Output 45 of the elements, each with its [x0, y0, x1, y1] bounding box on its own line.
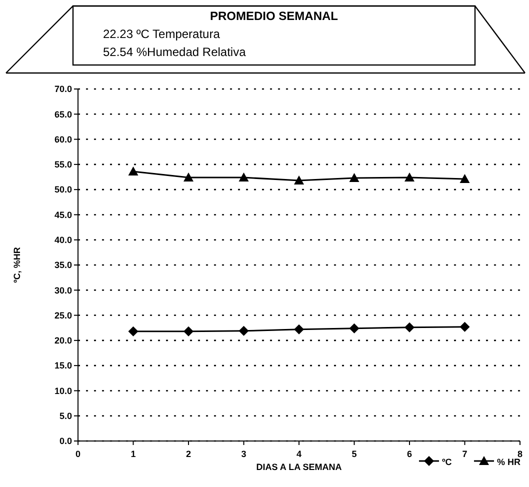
y-tick-label: 5.0: [59, 411, 72, 422]
point: [294, 176, 304, 185]
point: [294, 324, 304, 334]
y-tick-label: 60.0: [54, 134, 72, 144]
point: [128, 166, 138, 176]
y-tick-label: 55.0: [54, 160, 72, 170]
text: 22.23 ºC Temperatura: [103, 27, 220, 41]
x-tick-label: 8: [517, 449, 523, 459]
x-tick-label: 5: [352, 449, 357, 459]
y-tick-label: 0.0: [59, 436, 72, 446]
chart-title: PROMEDIO SEMANAL: [210, 9, 338, 23]
point: [460, 174, 470, 184]
y-tick-label: 20.0: [54, 336, 72, 346]
point: [128, 326, 138, 336]
y-tick-label: 50.0: [54, 184, 72, 195]
point: [349, 173, 360, 182]
y-tick-label: 35.0: [54, 260, 72, 270]
x-tick-label: 2: [186, 449, 192, 459]
point: [238, 326, 249, 336]
y-tick-label: 25.0: [54, 310, 72, 320]
y-tick-label: 70.0: [54, 84, 72, 94]
y-tick-label: 15.0: [54, 360, 72, 371]
point: [238, 172, 249, 182]
y-tick-label: 40.0: [54, 235, 72, 246]
y-tick-label: 45.0: [54, 210, 72, 220]
legend-label: % HR: [497, 457, 521, 467]
point: [184, 172, 194, 182]
x-tick-label: 1: [130, 449, 136, 459]
x-tick-label: 7: [462, 449, 468, 459]
point: [184, 326, 194, 336]
y-axis-title: ºC, %HR: [12, 246, 22, 283]
y-tick-label: 10.0: [54, 386, 72, 396]
y-tick-label: 30.0: [54, 285, 72, 296]
x-axis-title: DIAS A LA SEMANA: [256, 462, 342, 472]
y-tick-label: 65.0: [54, 109, 72, 120]
point: [404, 172, 414, 182]
x-tick-label: 4: [296, 449, 302, 459]
point: [349, 323, 360, 334]
x-tick-label: 0: [75, 449, 81, 459]
point: [460, 322, 470, 332]
x-tick-label: 6: [406, 449, 412, 459]
legend-label: ºC: [442, 457, 452, 467]
point: [404, 322, 414, 332]
text: 52.54 %Humedad Relativa: [103, 45, 246, 59]
x-tick-label: 3: [241, 449, 246, 459]
